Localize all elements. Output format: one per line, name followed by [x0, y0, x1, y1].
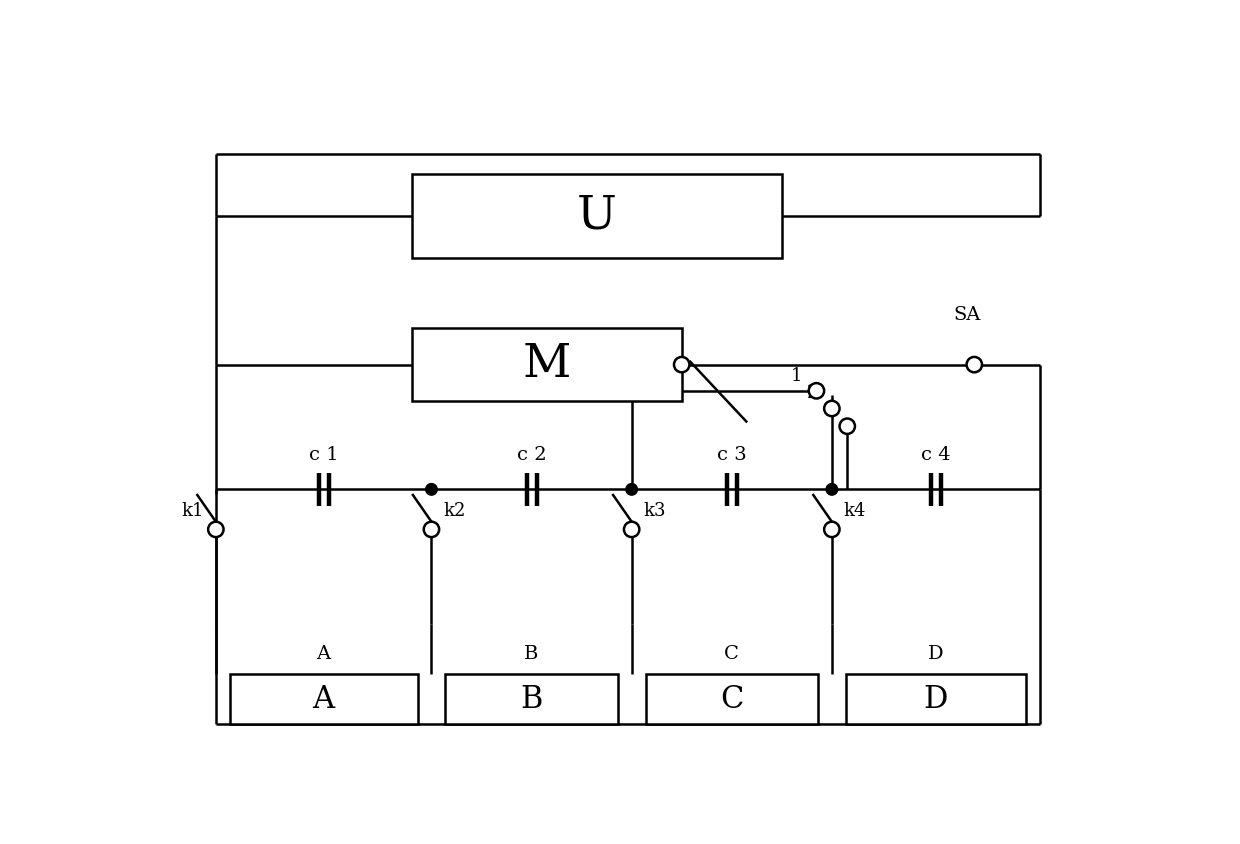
Text: c 4: c 4: [921, 446, 951, 464]
Text: 2: 2: [806, 384, 818, 403]
Text: B: B: [525, 645, 538, 663]
FancyBboxPatch shape: [412, 327, 682, 401]
Text: 1: 1: [791, 366, 802, 385]
Text: C: C: [724, 645, 739, 663]
Text: k2: k2: [443, 502, 465, 520]
Text: c 1: c 1: [309, 446, 339, 464]
Circle shape: [675, 357, 689, 372]
FancyBboxPatch shape: [445, 674, 618, 724]
Text: k4: k4: [843, 502, 866, 520]
Circle shape: [208, 522, 223, 537]
Text: D: D: [928, 645, 944, 663]
Circle shape: [967, 357, 982, 372]
Text: U: U: [577, 193, 618, 239]
Circle shape: [626, 484, 637, 495]
Text: k1: k1: [182, 502, 205, 520]
Circle shape: [826, 484, 838, 495]
Text: C: C: [720, 684, 744, 715]
FancyBboxPatch shape: [412, 174, 781, 258]
Text: k3: k3: [644, 502, 666, 520]
Circle shape: [808, 383, 825, 398]
Text: D: D: [924, 684, 949, 715]
FancyBboxPatch shape: [229, 674, 418, 724]
Text: A: A: [312, 684, 335, 715]
Text: 3: 3: [825, 402, 836, 420]
Circle shape: [825, 401, 839, 416]
Text: A: A: [316, 645, 331, 663]
Circle shape: [425, 484, 438, 495]
Circle shape: [825, 522, 839, 537]
Text: c 2: c 2: [517, 446, 547, 464]
Circle shape: [624, 522, 640, 537]
Text: SA: SA: [952, 306, 981, 324]
Text: c 3: c 3: [717, 446, 746, 464]
Circle shape: [424, 522, 439, 537]
Text: M: M: [523, 342, 572, 387]
Text: B: B: [521, 684, 543, 715]
FancyBboxPatch shape: [846, 674, 1025, 724]
FancyBboxPatch shape: [646, 674, 818, 724]
Circle shape: [839, 419, 854, 434]
